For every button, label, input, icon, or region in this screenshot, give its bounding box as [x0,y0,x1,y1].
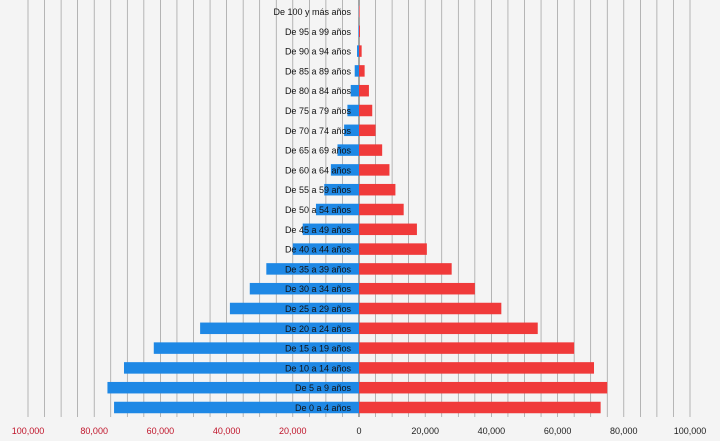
right-bar [359,381,608,394]
age-group-label: De 35 a 39 años [285,264,352,274]
right-bar [359,183,396,196]
age-group-label: De 70 a 74 años [285,126,352,136]
age-group-label: De 30 a 34 años [285,284,352,294]
x-tick-label: 20,000 [279,426,307,436]
right-bar [359,164,390,176]
age-group-label: De 90 a 94 años [285,47,352,57]
age-group-label: De 25 a 29 años [285,304,352,314]
age-group-label: De 5 a 9 años [295,383,352,393]
age-group-label: De 100 y más años [273,7,351,17]
left-bar [302,223,359,236]
x-tick-label: 40,000 [213,426,241,436]
age-group-label: De 20 a 24 años [285,324,352,334]
age-group-label: De 55 a 59 años [285,185,352,195]
right-bar [359,342,575,354]
age-group-label: De 95 a 99 años [285,27,352,37]
right-bar [359,45,362,57]
x-tick-label: 80,000 [80,426,108,436]
right-bar [359,65,365,77]
left-bar [266,263,359,275]
x-tick-label: 40,000 [478,426,506,436]
left-bar [200,322,359,335]
age-group-labels: De 0 a 4 años De 5 a 9 años De 10 a 14 año… [273,7,351,413]
left-bar [292,243,359,255]
right-bar [359,104,373,117]
left-bar [249,282,359,295]
left-bar [330,164,359,176]
left-bar [123,362,360,374]
age-group-label: De 75 a 79 años [285,106,352,116]
age-group-label: De 85 a 89 años [285,66,352,76]
left-bar [114,401,359,414]
right-bar [359,203,404,216]
bars [107,5,608,414]
x-tick-label: 0 [356,426,361,436]
age-group-label: De 80 a 84 años [285,86,352,96]
left-bar [324,183,359,196]
right-bar [359,124,376,137]
x-tick-label: 60,000 [544,426,572,436]
age-group-label: De 65 a 69 años [285,146,352,156]
age-group-label: De 10 a 14 años [285,363,352,373]
left-bar [357,45,359,57]
right-bar [359,144,383,156]
right-bar [359,362,595,374]
right-bar [359,322,538,335]
right-bar [359,243,427,255]
right-bar [359,25,360,38]
right-bar [359,223,417,236]
left-bar [347,104,359,117]
right-bar [359,401,601,414]
age-group-label: De 60 a 64 años [285,165,352,175]
left-bar [315,203,359,216]
left-bar [229,302,359,315]
age-group-label: De 50 a 54 años [285,205,352,215]
x-tick-label: 80,000 [610,426,638,436]
right-bar [359,263,452,275]
left-bar [337,144,359,156]
left-bar [354,65,359,77]
age-group-label: De 0 a 4 años [295,403,352,413]
right-bar [359,5,360,18]
left-bar [153,342,359,354]
x-tick-label: 20,000 [411,426,439,436]
right-bar [359,84,369,97]
x-tick-label: 60,000 [147,426,175,436]
right-bar [359,282,475,295]
x-tick-label: 100,000 [12,426,45,436]
left-bar [350,84,359,97]
right-bar [359,302,502,315]
left-bar [344,124,359,137]
x-axis-tick-labels: 100,000 80,000 60,000 40,000 20,000 0 20,000 40… [12,426,707,436]
x-tick-label: 100,000 [674,426,707,436]
age-group-label: De 45 a 49 años [285,225,352,235]
age-group-label: De 40 a 44 años [285,245,352,255]
left-bar [107,381,359,394]
left-bar [358,25,359,38]
age-group-label: De 15 a 19 años [285,344,352,354]
